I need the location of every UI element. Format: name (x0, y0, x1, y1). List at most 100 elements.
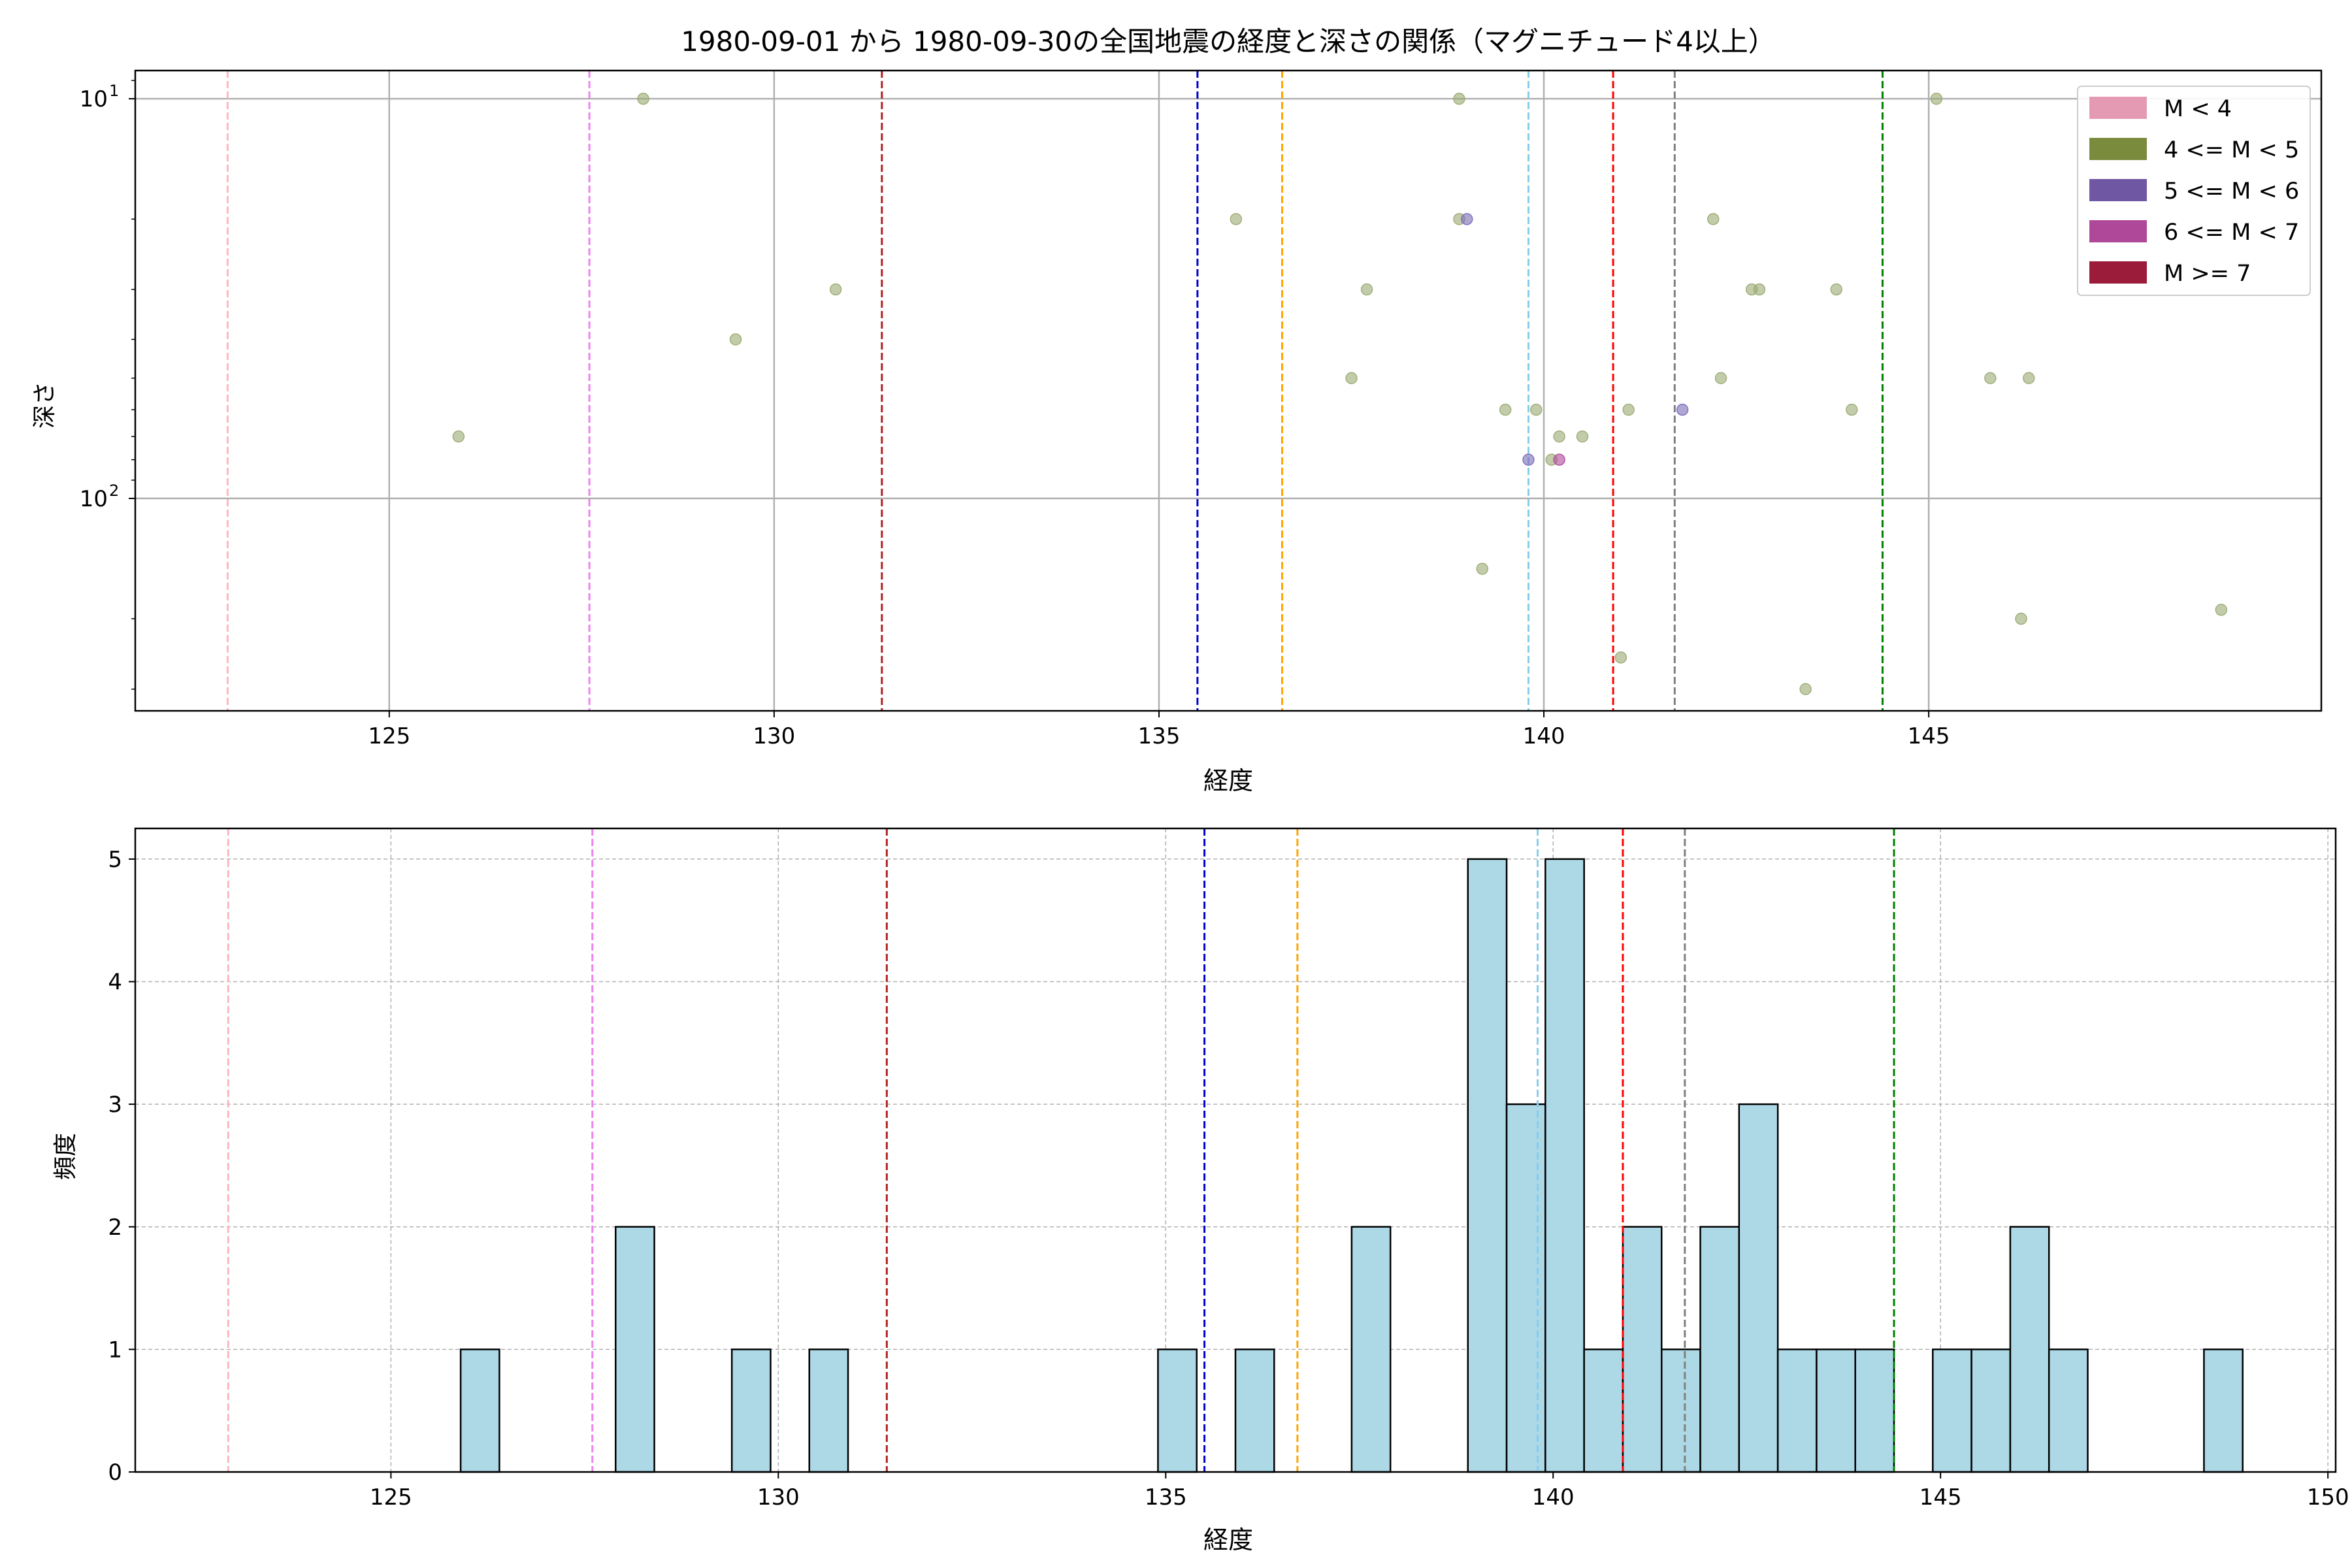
histogram-bar (459, 1348, 500, 1473)
histogram-x-tick-label: 140 (1532, 1484, 1575, 1511)
scatter-y-tick-exponent: 1 (109, 82, 119, 100)
scatter-point (1230, 213, 1243, 225)
histogram-y-axis-label: 頻度 (52, 1133, 79, 1180)
histogram-bar (1738, 1103, 1779, 1473)
scatter-point (1714, 372, 1727, 384)
scatter-point (637, 92, 649, 105)
legend-label: M < 4 (2164, 96, 2232, 122)
scatter-point (1460, 213, 1473, 225)
scatter-point (1984, 372, 1997, 384)
scatter-point (1622, 403, 1635, 416)
histogram-y-tick-label: 2 (108, 1215, 122, 1241)
scatter-point (1930, 92, 1943, 105)
scatter-plot-frame (134, 69, 2323, 712)
scatter-point (1707, 213, 1720, 225)
histogram-bar (1970, 1348, 2012, 1473)
scatter-point (1830, 283, 1843, 296)
histogram-bar (615, 1226, 655, 1473)
scatter-point (1476, 563, 1489, 575)
scatter-point (1576, 430, 1589, 443)
histogram-y-tick-label: 3 (108, 1092, 122, 1118)
legend-swatch (2089, 261, 2147, 284)
histogram-bar (1234, 1348, 1275, 1473)
scatter-x-ticks: 125 130 135 140 145 (368, 711, 1950, 749)
legend-label: M >= 7 (2164, 261, 2251, 287)
histogram-y-tick-label: 1 (108, 1337, 122, 1363)
histogram-bar (1776, 1348, 1818, 1473)
scatter-point (1676, 403, 1689, 416)
scatter-point (1453, 92, 1465, 105)
histogram-bar (1467, 858, 1508, 1473)
legend-label: 4 <= M < 5 (2164, 137, 2299, 163)
scatter-point (1522, 453, 1535, 466)
histogram-bar (730, 1348, 772, 1473)
histogram-y-tick-label: 5 (108, 847, 122, 873)
scatter-y-tick-label: 10 (80, 86, 108, 112)
histogram-bar (1699, 1226, 1740, 1473)
histogram-bar (808, 1348, 849, 1473)
scatter-x-tick-label: 125 (368, 723, 410, 749)
histogram-x-tick-label: 135 (1145, 1484, 1187, 1511)
scatter-x-tick-label: 140 (1523, 723, 1565, 749)
scatter-legend: M < 4 4 <= M < 5 5 <= M < 6 6 <= M < 7 M >= … (2077, 86, 2311, 296)
histogram-bar (1661, 1348, 1701, 1473)
legend-swatch (2089, 138, 2147, 160)
histogram-y-tick-label: 4 (108, 970, 122, 996)
scatter-point (2215, 604, 2228, 616)
scatter-y-tick-exponent: 2 (109, 482, 119, 500)
histogram-y-tick-label: 0 (108, 1460, 122, 1486)
scatter-x-axis-label: 経度 (1203, 766, 1253, 795)
scatter-x-tick-label: 135 (1138, 723, 1181, 749)
legend-swatch (2089, 220, 2147, 242)
scatter-points (452, 92, 2228, 695)
histogram-bar (1157, 1348, 1198, 1473)
histogram-plot-frame (134, 827, 2337, 1473)
chart-title: 1980-09-01 から 1980-09-30の全国地震の経度と深さの関係（マ… (681, 25, 1776, 57)
histogram-bar (1544, 858, 1585, 1473)
histogram-chart: 125 1 3 0 135 140 145 150 0 1 2 3 4 5 経度 頻度 (52, 827, 2349, 1554)
histogram-bar (2048, 1348, 2089, 1473)
histogram-x-tick-label: 145 (1919, 1484, 1962, 1511)
histogram-bar (1505, 1103, 1546, 1473)
scatter-x-tick-label: 130 (753, 723, 795, 749)
legend-swatch (2089, 179, 2147, 201)
scatter-point (2015, 612, 2027, 625)
histogram-x-tick-label: 150 (2307, 1484, 2349, 1511)
histogram-bar (1932, 1348, 1972, 1473)
histogram-bar (1622, 1226, 1663, 1473)
scatter-reference-lines (226, 71, 1884, 711)
scatter-grid (135, 71, 2321, 711)
legend-label: 6 <= M < 7 (2164, 220, 2299, 246)
histogram-x-tick-label: 125 (370, 1484, 412, 1511)
legend-swatch (2089, 97, 2147, 119)
scatter-x-tick-label: 145 (1908, 723, 1950, 749)
scatter-point (1614, 651, 1627, 664)
scatter-point (452, 430, 465, 443)
scatter-point (1846, 403, 1858, 416)
scatter-point (1753, 283, 1766, 296)
scatter-y-tick-label: 10 (80, 486, 108, 512)
histogram-x-axis-label: 経度 (1203, 1526, 1253, 1554)
scatter-point (1799, 683, 1812, 695)
histogram-bar (1583, 1348, 1624, 1473)
histogram-bars (459, 858, 2244, 1473)
histogram-bar (2009, 1226, 2050, 1473)
scatter-point (1530, 403, 1543, 416)
histogram-y-ticks: 0 1 2 3 4 5 (108, 847, 135, 1486)
histogram-reference-lines (227, 828, 1895, 1472)
scatter-point (1345, 372, 1358, 384)
scatter-point (1553, 453, 1565, 466)
scatter-point (729, 333, 742, 346)
histogram-bar (1350, 1226, 1392, 1473)
histogram-bar (1854, 1348, 1895, 1473)
scatter-point (1499, 403, 1512, 416)
histogram-bar (1816, 1348, 1856, 1473)
scatter-point (1360, 283, 1373, 296)
histogram-bar (2203, 1348, 2244, 1473)
histogram-x-ticks: 125 130 135 140 145 150 (370, 1472, 2349, 1511)
legend-label: 5 <= M < 6 (2164, 178, 2299, 204)
